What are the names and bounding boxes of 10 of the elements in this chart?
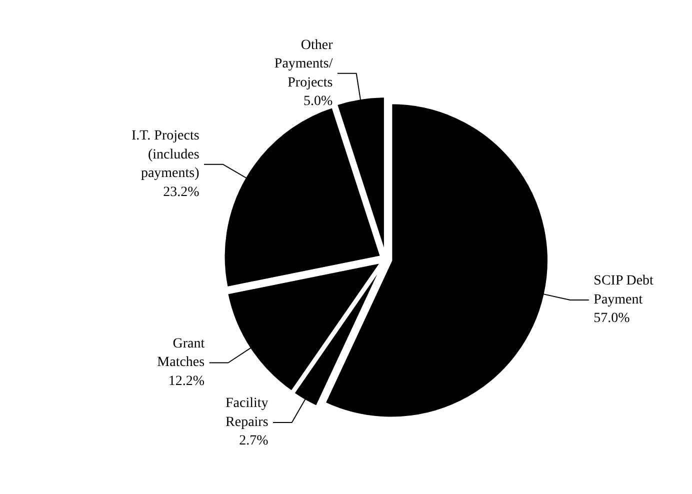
- slice-label: I.T. Projects (includes payments): [132, 128, 200, 182]
- slice-label: Other Payments/ Projects: [274, 38, 334, 90]
- data-label: 23.2%: [163, 184, 200, 200]
- data-label: 57.0%: [594, 311, 630, 326]
- data-label: 12.2%: [168, 374, 205, 389]
- data-label: 2.7%: [239, 434, 269, 449]
- slice-label: Grant Matches: [157, 336, 205, 370]
- slice-label: SCIP Debt Payment: [594, 274, 654, 308]
- slice-label: Facility Repairs: [226, 396, 268, 430]
- data-label: 5.0%: [304, 94, 334, 110]
